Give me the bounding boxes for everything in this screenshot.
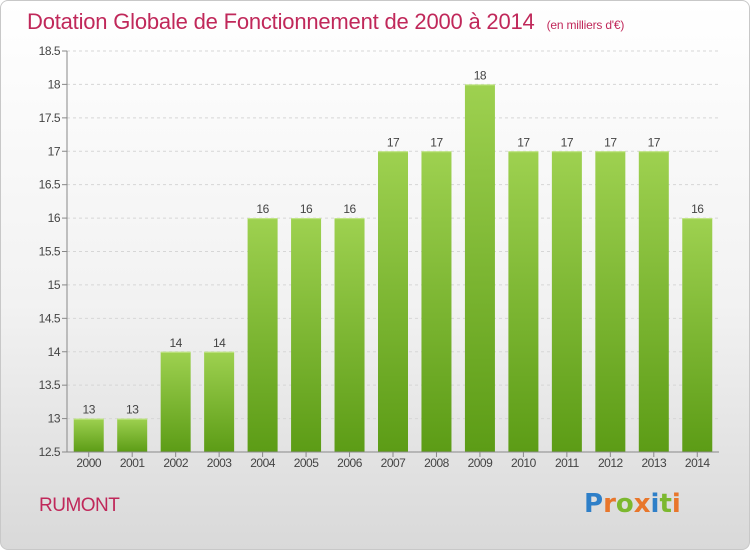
chart-title: Dotation Globale de Fonctionnement de 20… bbox=[27, 9, 624, 35]
bar bbox=[682, 218, 713, 452]
x-tick-label: 2005 bbox=[294, 456, 320, 470]
y-tick-label: 14 bbox=[48, 345, 61, 359]
bar-value-label: 18 bbox=[474, 68, 487, 82]
bar-value-label: 17 bbox=[561, 135, 574, 149]
x-tick-label: 2008 bbox=[424, 456, 450, 470]
x-tick-label: 2004 bbox=[250, 456, 276, 470]
bar-value-label: 13 bbox=[83, 403, 96, 417]
bar-value-label: 17 bbox=[387, 135, 400, 149]
bar bbox=[73, 418, 104, 452]
x-tick-label: 2011 bbox=[555, 456, 580, 470]
bar bbox=[464, 84, 495, 453]
bar-value-label: 17 bbox=[648, 135, 661, 149]
logo-letter: r bbox=[603, 489, 616, 519]
proxiti-logo[interactable]: Proxiti bbox=[584, 489, 681, 519]
x-tick-label: 2007 bbox=[381, 456, 407, 470]
bar bbox=[421, 151, 452, 452]
x-tick-label: 2010 bbox=[511, 456, 537, 470]
bar-value-label: 16 bbox=[256, 202, 269, 216]
x-tick-label: 2009 bbox=[468, 456, 494, 470]
bar bbox=[160, 351, 191, 452]
bar bbox=[334, 218, 365, 452]
y-tick-label: 16 bbox=[48, 211, 61, 225]
bars bbox=[73, 84, 713, 453]
logo-letter: i bbox=[671, 489, 681, 519]
bar-value-label: 17 bbox=[430, 135, 443, 149]
bar bbox=[378, 151, 408, 452]
bar-value-label: 17 bbox=[604, 135, 617, 149]
bar-value-label: 16 bbox=[343, 202, 356, 216]
bar-value-label: 14 bbox=[213, 336, 226, 350]
bar bbox=[247, 218, 278, 452]
bar-value-label: 16 bbox=[300, 202, 313, 216]
y-tick-label: 16.5 bbox=[39, 178, 61, 192]
bar-value-label: 13 bbox=[126, 403, 139, 417]
logo-letter: i bbox=[650, 489, 660, 519]
y-tick-label: 15 bbox=[48, 278, 61, 292]
x-tick-label: 2000 bbox=[76, 456, 102, 470]
bar bbox=[117, 418, 148, 452]
y-tick-label: 18.5 bbox=[39, 44, 61, 58]
logo-letter: t bbox=[659, 489, 672, 519]
y-tick-label: 18 bbox=[48, 77, 61, 91]
y-tick-label: 17.5 bbox=[39, 111, 61, 125]
logo-letter: x bbox=[633, 489, 651, 519]
bar-value-label: 14 bbox=[169, 336, 182, 350]
axes bbox=[62, 50, 719, 457]
y-tick-label: 17 bbox=[48, 144, 61, 158]
bar bbox=[204, 351, 235, 452]
y-tick-label: 13.5 bbox=[39, 378, 61, 392]
logo-letter: P bbox=[584, 489, 604, 519]
bar-value-label: 16 bbox=[691, 202, 704, 216]
x-tick-label: 2012 bbox=[598, 456, 624, 470]
x-tick-label: 2002 bbox=[163, 456, 189, 470]
logo-letter: o bbox=[615, 489, 634, 519]
bar bbox=[508, 151, 539, 452]
x-tick-label: 2001 bbox=[120, 456, 146, 470]
x-tick-label: 2013 bbox=[641, 456, 667, 470]
bar-value-label: 17 bbox=[517, 135, 530, 149]
chart-title-text: Dotation Globale de Fonctionnement de 20… bbox=[27, 9, 535, 34]
x-tick-label: 2003 bbox=[207, 456, 233, 470]
bar bbox=[595, 151, 626, 452]
bar bbox=[291, 218, 322, 452]
y-tick-label: 12.5 bbox=[39, 445, 61, 459]
x-tick-label: 2006 bbox=[337, 456, 363, 470]
commune-name: RUMONT bbox=[39, 495, 120, 516]
y-tick-label: 14.5 bbox=[39, 311, 61, 325]
bar bbox=[638, 151, 669, 452]
x-tick-label: 2014 bbox=[685, 456, 711, 470]
y-tick-label: 13 bbox=[48, 412, 61, 426]
y-tick-label: 15.5 bbox=[39, 245, 61, 259]
chart-unit-label: (en milliers d'€) bbox=[546, 18, 625, 32]
labels: 12.5 13 13.5 14 14.5 15 15.5 16 16.5 17 17.5 18 18.5… bbox=[39, 44, 711, 470]
bar bbox=[551, 151, 582, 452]
